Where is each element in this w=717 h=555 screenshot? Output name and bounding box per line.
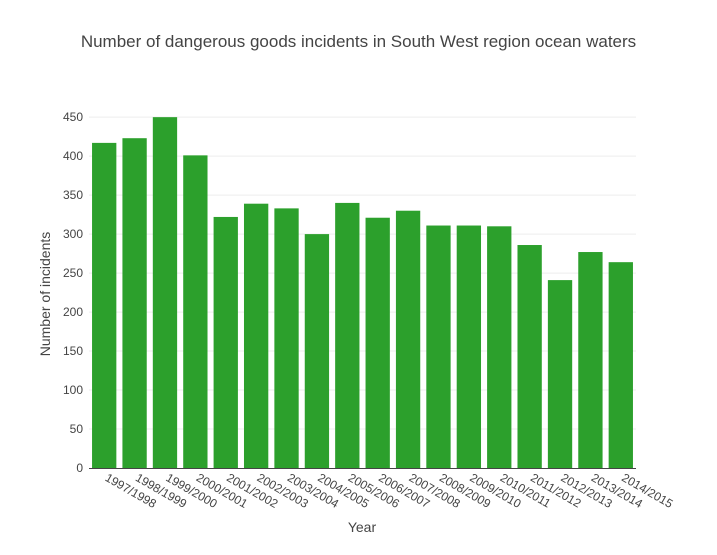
y-axis-title: Number of incidents: [37, 232, 53, 357]
bar-2003-2004[interactable]: [274, 208, 299, 469]
bar-2013-2014[interactable]: [578, 252, 603, 468]
bar-2002-2003[interactable]: [243, 203, 269, 468]
y-tick-labels: 0 50 100 150 200 250 300 350 400 450: [63, 110, 83, 475]
bar-2011-2012[interactable]: [517, 245, 542, 468]
bar-2005-2006[interactable]: [335, 202, 360, 468]
bar-2007-2008[interactable]: [395, 210, 421, 469]
bar-2014-2015[interactable]: [608, 262, 633, 468]
bar-2004-2005[interactable]: [304, 234, 330, 468]
bars: [92, 117, 633, 469]
y-tick-label: 200: [63, 305, 83, 319]
x-tick-labels: 1997/19981998/19991999/20002000/20012001…: [103, 470, 676, 511]
gridlines: [89, 116, 636, 430]
bar-2001-2002[interactable]: [213, 216, 238, 468]
y-tick-label: 300: [63, 227, 83, 241]
bar-2008-2009[interactable]: [426, 225, 451, 468]
y-tick-label: 0: [76, 461, 83, 475]
bar-1998-1999[interactable]: [122, 138, 147, 469]
y-tick-label: 450: [63, 110, 83, 124]
bar-2010-2011[interactable]: [487, 226, 512, 468]
x-axis-title: Year: [348, 519, 377, 535]
y-tick-label: 400: [63, 149, 83, 163]
bar-2009-2010[interactable]: [456, 225, 482, 468]
y-tick-label: 150: [63, 344, 83, 358]
bar-1999-2000[interactable]: [152, 117, 178, 469]
y-tick-label: 100: [63, 383, 83, 397]
y-tick-label: 250: [63, 266, 83, 280]
bar-2000-2001[interactable]: [183, 155, 208, 468]
bar-1997-1998[interactable]: [92, 142, 117, 469]
chart-title: Number of dangerous goods incidents in S…: [80, 32, 637, 51]
bar-2012-2013[interactable]: [547, 280, 573, 468]
bar-2006-2007[interactable]: [365, 217, 390, 468]
y-tick-label: 350: [63, 188, 83, 202]
y-tick-label: 50: [70, 422, 84, 436]
